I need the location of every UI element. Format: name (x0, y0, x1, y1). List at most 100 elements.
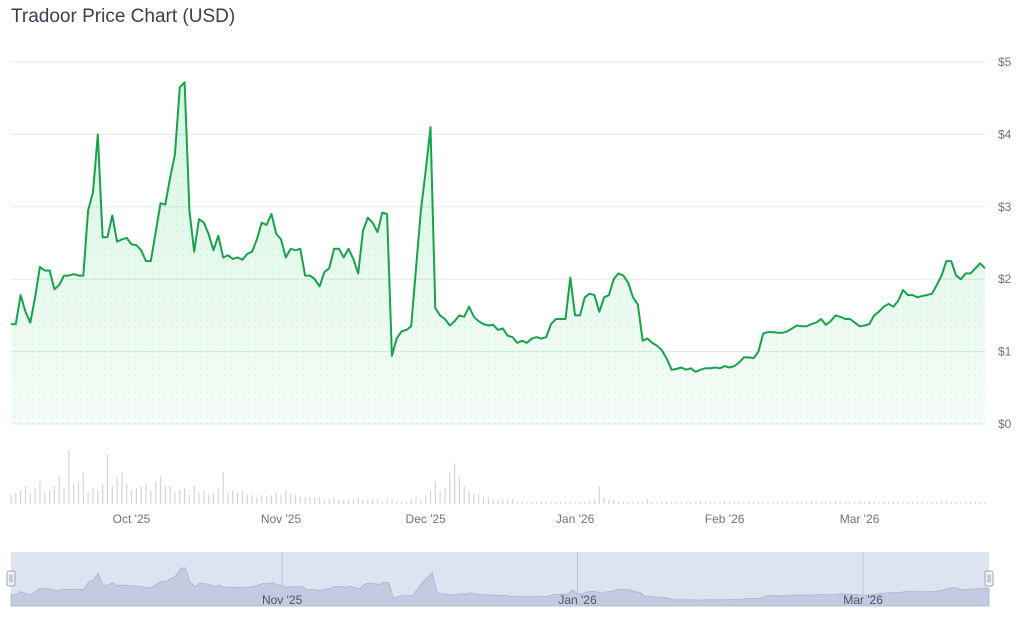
volume-bar (34, 488, 36, 505)
volume-bar (145, 483, 147, 505)
volume-bar (478, 495, 480, 504)
volume-bar (102, 483, 104, 505)
volume-bar (410, 499, 412, 504)
volume-bar (868, 501, 870, 505)
volume-bar (304, 497, 306, 505)
volume-bar (854, 501, 856, 505)
volume-bar (945, 501, 947, 505)
volume-bar (521, 501, 523, 505)
volume-bar (849, 501, 851, 505)
volume-bar (328, 499, 330, 504)
volume-bar (429, 490, 432, 504)
volume-bar (540, 501, 542, 505)
volume-bar (44, 492, 46, 505)
price-line-group (11, 81, 986, 373)
volume-bar (487, 497, 489, 505)
volume-bar (381, 501, 383, 505)
volume-bar (174, 492, 176, 505)
range-navigator[interactable]: Nov '25 Jan '26 Mar '26 (6, 552, 994, 607)
volume-bar (965, 501, 967, 505)
volume-bar (285, 490, 287, 504)
volume-bar (834, 501, 837, 505)
volume-bar (748, 501, 750, 505)
price-line (11, 81, 986, 373)
volume-bar (111, 486, 113, 504)
volume-bar (237, 492, 239, 505)
volume-bar (261, 495, 263, 504)
volume-bar (169, 486, 171, 504)
volume-bar (984, 501, 986, 505)
y-tick-label: $3 (998, 200, 1012, 214)
volume-bar (314, 497, 316, 505)
volume-bar (420, 499, 422, 504)
volume-bar (116, 477, 118, 504)
volume-bar (294, 495, 297, 504)
volume-bar (24, 486, 27, 504)
volume-bar (743, 501, 745, 505)
volume-bar (434, 481, 436, 504)
volume-bar (126, 483, 128, 505)
volume-bar (198, 492, 200, 505)
volume-bar (555, 501, 557, 505)
volume-bar (97, 490, 99, 504)
volume-bar (680, 501, 682, 505)
volume-bar (376, 499, 379, 504)
volume-bar (20, 490, 22, 504)
navigator-series (10, 567, 990, 607)
volume-bar (719, 501, 721, 505)
volume-bar (979, 501, 981, 505)
volume-bar (232, 490, 234, 504)
volume-bar (878, 501, 880, 505)
volume-bar (724, 501, 726, 505)
volume-bar (468, 490, 470, 504)
volume-bar (87, 492, 89, 505)
volume-bar (63, 488, 65, 505)
x-tick-label: Dec '25 (406, 512, 447, 526)
volume-bar (671, 501, 673, 505)
volume-bar (53, 486, 55, 504)
navigator-handle-left[interactable] (6, 570, 16, 587)
volume-bar (212, 492, 215, 505)
volume-bar (781, 501, 784, 505)
volume-bar (68, 450, 70, 504)
volume-bar (482, 497, 485, 505)
volume-bar (536, 501, 538, 505)
volume-bar (458, 477, 460, 504)
volume-bar (150, 490, 152, 504)
volume-bar (58, 477, 60, 504)
volume-bar (603, 497, 605, 505)
navigator-handle-right[interactable] (984, 570, 994, 587)
volume-bar (227, 492, 229, 505)
volume-bar (208, 495, 210, 504)
volume-bar (699, 501, 702, 505)
volume-bar (222, 472, 224, 504)
volume-bar (714, 501, 716, 505)
volume-bar (772, 501, 774, 505)
volume-bar (550, 501, 552, 505)
volume-bar (888, 501, 890, 505)
volume-bar (463, 486, 465, 504)
volume-bar (130, 490, 133, 504)
volume-bar (564, 501, 567, 505)
volume-bar (796, 501, 798, 505)
volume-bar (569, 501, 571, 505)
volume-bar (941, 501, 943, 505)
volume-bar (661, 501, 663, 505)
volume-bar (902, 501, 904, 505)
volume-bar (815, 501, 817, 505)
volume-bar (526, 501, 528, 505)
navigator-tick-label: Jan '26 (558, 593, 597, 607)
y-tick-label: $4 (998, 127, 1012, 141)
volume-bar (241, 490, 243, 504)
volume-bar (502, 499, 504, 504)
y-tick-label: $1 (998, 345, 1012, 359)
volume-bar (844, 501, 846, 505)
volume-bar (338, 499, 340, 504)
volume-bar (352, 499, 354, 504)
volume-bar (926, 501, 928, 505)
volume-bar (251, 495, 253, 504)
volume-bar (960, 501, 962, 505)
volume-bar (386, 499, 388, 504)
volume-bar (246, 495, 248, 504)
